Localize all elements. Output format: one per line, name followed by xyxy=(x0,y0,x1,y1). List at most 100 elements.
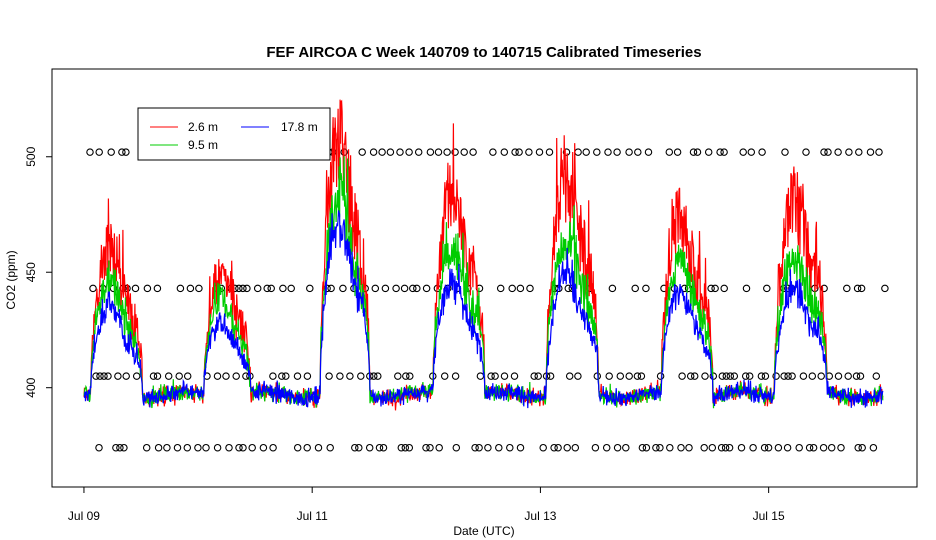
calibration-marker xyxy=(386,148,395,156)
calibration-marker xyxy=(808,372,817,380)
calibration-marker xyxy=(164,372,173,380)
calibration-marker xyxy=(369,148,378,156)
calibration-marker xyxy=(749,443,757,452)
calibration-marker xyxy=(799,372,808,380)
calibration-marker xyxy=(131,284,140,293)
calibration-marker xyxy=(142,443,151,452)
calibration-marker xyxy=(495,443,503,452)
y-axis-label: CO2 (ppm) xyxy=(4,250,18,309)
calibration-marker xyxy=(742,284,751,293)
calibration-marker xyxy=(149,372,158,380)
calibration-marker xyxy=(287,284,295,293)
calibration-marker xyxy=(405,443,414,452)
calibration-marker xyxy=(809,443,818,452)
calibration-marker xyxy=(397,443,406,452)
calibration-marker xyxy=(613,443,622,452)
calibration-marker xyxy=(820,148,828,156)
calibration-marker xyxy=(396,148,404,156)
y-axis: 400 450 500 xyxy=(24,146,52,398)
calibration-marker xyxy=(772,372,780,380)
chart-title: FEF AIRCOA C Week 140709 to 140715 Calib… xyxy=(266,44,701,61)
calibration-marker xyxy=(426,148,435,156)
calibration-marker xyxy=(853,284,862,293)
calibration-marker xyxy=(550,443,558,452)
calibration-marker xyxy=(717,443,726,452)
plot-frame xyxy=(51,68,918,488)
calibration-marker xyxy=(802,148,810,156)
y-tick-label: 500 xyxy=(24,146,38,166)
calibration-marker xyxy=(263,284,271,293)
calibration-marker xyxy=(741,372,750,380)
calibration-marker xyxy=(582,148,590,156)
calibration-marker xyxy=(858,443,866,452)
calibration-marker xyxy=(422,284,431,293)
calibration-marker xyxy=(475,443,483,452)
calibration-marker xyxy=(564,284,573,293)
calibration-marker xyxy=(788,372,796,380)
calibration-marker xyxy=(856,372,865,380)
calibration-marker xyxy=(293,443,302,452)
calibration-marker xyxy=(370,372,378,380)
calibration-marker xyxy=(819,443,828,452)
calibration-marker xyxy=(104,372,112,380)
calibration-marker xyxy=(760,443,769,452)
calibration-marker xyxy=(852,372,861,380)
calibration-marker xyxy=(173,443,182,452)
calibration-marker xyxy=(757,372,766,380)
calibration-marker xyxy=(471,443,479,452)
calibration-marker xyxy=(422,443,430,452)
calibration-marker xyxy=(673,148,682,156)
x-tick-label: Jul 09 xyxy=(68,509,100,523)
calibration-marker xyxy=(405,148,413,156)
calibration-marker xyxy=(339,284,347,293)
calibration-marker xyxy=(107,148,115,156)
calibration-marker xyxy=(571,443,580,452)
calibration-marker xyxy=(708,443,717,452)
calibration-marker xyxy=(269,372,277,380)
x-axis: Jul 09 Jul 11 Jul 13 Jul 15 xyxy=(68,487,785,523)
calibration-marker xyxy=(487,372,495,380)
calibration-marker xyxy=(222,372,230,380)
series-lines xyxy=(83,99,884,411)
calibration-marker xyxy=(608,284,617,293)
calibration-marker xyxy=(613,148,621,156)
calibration-marker xyxy=(563,443,571,452)
calibration-marker xyxy=(604,148,612,156)
calibration-marker xyxy=(637,372,646,380)
calibration-marker xyxy=(574,148,582,156)
calibration-marker xyxy=(327,284,335,293)
calibration-marker xyxy=(202,443,210,452)
calibration-marker xyxy=(726,372,735,380)
calibration-marker xyxy=(96,372,104,380)
calibration-marker xyxy=(720,148,728,156)
legend: 2.6 m 17.8 m 9.5 m xyxy=(137,107,331,161)
calibration-marker xyxy=(711,284,719,293)
calibration-marker xyxy=(325,372,333,380)
calibration-marker xyxy=(534,372,542,380)
calibration-marker xyxy=(496,284,505,293)
calibration-marker xyxy=(153,372,162,380)
calibration-marker xyxy=(336,372,344,380)
calibration-marker xyxy=(820,284,828,293)
calibration-marker xyxy=(434,148,443,156)
calibration-marker xyxy=(114,372,122,380)
legend-label-9-5m: 9.5 m xyxy=(188,138,218,152)
calibration-marker xyxy=(176,284,185,293)
calibration-marker xyxy=(535,148,544,156)
calibration-marker xyxy=(253,284,262,293)
calibration-marker xyxy=(163,443,171,452)
calibration-marker xyxy=(622,443,630,452)
calibration-marker xyxy=(326,443,334,452)
calibration-marker xyxy=(306,284,314,293)
calibration-marker xyxy=(282,372,290,380)
calibration-marker xyxy=(872,372,881,380)
calibration-marker xyxy=(690,372,699,380)
calibration-marker xyxy=(239,443,247,452)
calibration-marker xyxy=(546,372,555,380)
calibration-marker xyxy=(303,372,312,380)
calibration-marker xyxy=(857,284,866,293)
calibration-marker xyxy=(700,443,708,452)
calibration-marker xyxy=(401,443,410,452)
calibration-marker xyxy=(132,372,141,380)
calibration-marker xyxy=(235,284,243,293)
